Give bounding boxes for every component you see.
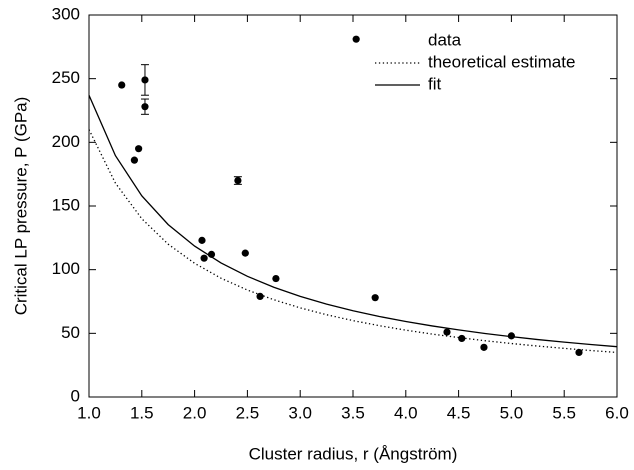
data-point: [352, 35, 360, 43]
x-tick-label: 6.0: [605, 403, 629, 422]
y-tick-label: 300: [52, 4, 80, 23]
data-point: [371, 294, 379, 302]
x-tick-label: 3.0: [288, 403, 312, 422]
x-tick-label: 4.0: [394, 403, 418, 422]
x-tick-label: 1.5: [130, 403, 154, 422]
data-point: [443, 328, 451, 336]
curve: [88, 94, 618, 348]
y-tick-label: 50: [61, 323, 80, 342]
x-axis-label: Cluster radius, r (Ångström): [249, 444, 458, 463]
data-point: [575, 348, 583, 357]
y-tick-label: 250: [52, 68, 80, 87]
data-point: [507, 332, 515, 340]
y-tick-label: 200: [52, 132, 80, 151]
data-point: [272, 274, 280, 283]
data-point: [256, 292, 264, 301]
y-axis-label: Critical LP pressure, P (GPa): [11, 97, 30, 316]
y-tick-label: 150: [52, 195, 80, 214]
curve: [88, 129, 618, 354]
data-point: [200, 254, 208, 262]
data-point: [241, 249, 249, 257]
x-tick-label: 2.0: [183, 403, 207, 422]
data-point: [480, 343, 488, 351]
y-tick-label: 100: [52, 259, 80, 278]
legend-label: data: [428, 30, 462, 49]
x-tick-label: 2.5: [236, 403, 260, 422]
legend-label: fit: [428, 74, 442, 93]
x-tick-label: 5.0: [500, 403, 524, 422]
y-tick-label: 0: [71, 386, 80, 405]
x-tick-label: 3.5: [341, 403, 365, 422]
data-point: [141, 103, 149, 111]
x-tick-label: 1.0: [77, 403, 101, 422]
data-point: [118, 81, 126, 89]
data-point: [141, 76, 149, 84]
x-tick-label: 4.5: [447, 403, 471, 422]
data-point: [198, 236, 206, 244]
x-tick-label: 5.5: [552, 403, 576, 422]
data-point: [130, 156, 139, 164]
data-point: [135, 145, 143, 153]
data-point: [234, 176, 242, 185]
legend-label: theoretical estimate: [428, 52, 575, 71]
